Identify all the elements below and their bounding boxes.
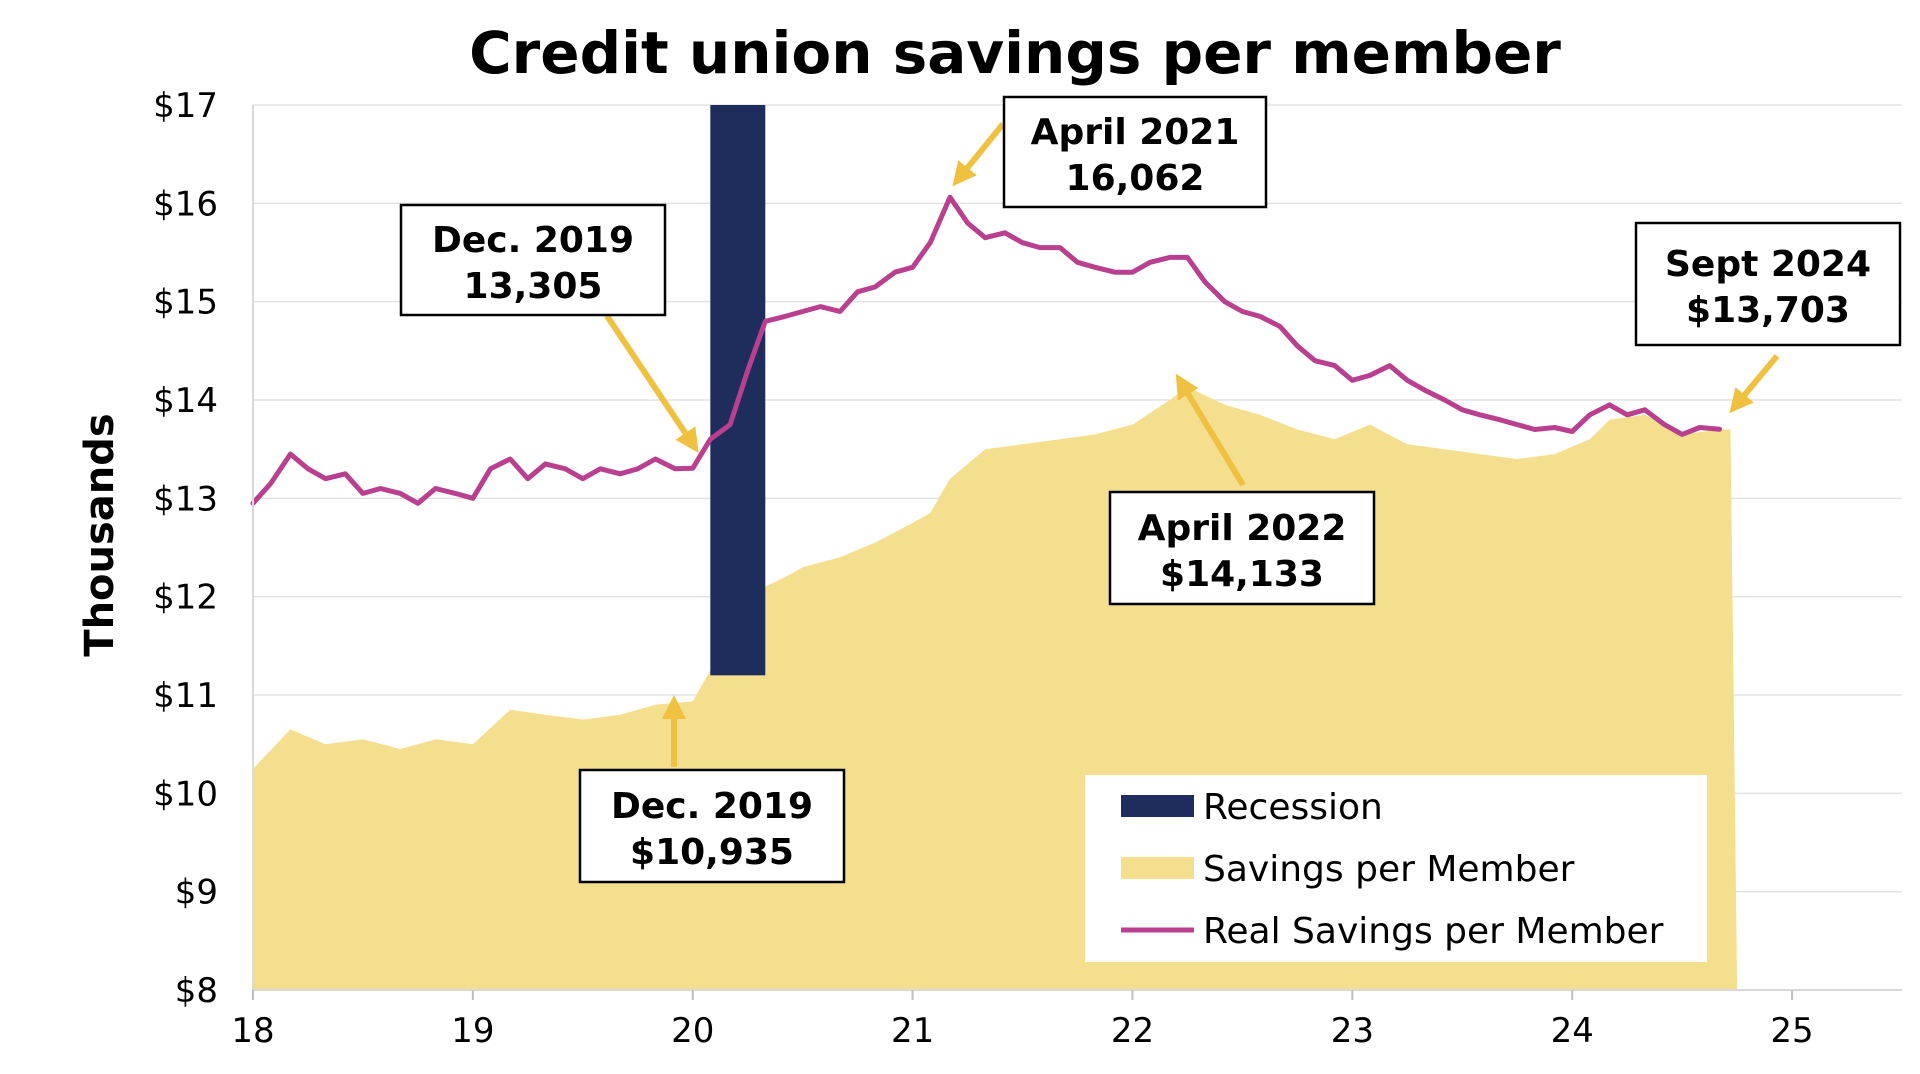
y-axis-label: Thousands (77, 413, 123, 656)
recession-bar (710, 105, 766, 676)
annotation-box (1002, 95, 1268, 209)
annotation-arrow (952, 122, 1006, 187)
x-tick-label: 19 (451, 1011, 494, 1051)
annotation-arrow (1175, 373, 1246, 487)
annotation-box (1108, 490, 1376, 606)
x-tick-label: 23 (1331, 1011, 1374, 1051)
y-tick-label: $12 (153, 578, 218, 618)
y-tick-label: $13 (153, 479, 218, 519)
y-tick-label: $11 (153, 676, 218, 716)
x-tick-label: 20 (671, 1011, 714, 1051)
annotation-line2: $14,133 (1160, 554, 1324, 595)
x-tick-label: 24 (1551, 1011, 1594, 1051)
annotation-line2: 13,305 (464, 266, 603, 307)
legend-swatch-recession (1121, 795, 1194, 817)
annotation-line1: Dec. 2019 (611, 786, 813, 827)
y-tick-label: $15 (153, 283, 218, 323)
y-tick-label: $10 (153, 774, 218, 814)
legend-label: Savings per Member (1203, 849, 1575, 890)
y-tick-label: $8 (175, 971, 218, 1011)
y-tick-label: $14 (153, 381, 218, 421)
annotation-line2: 16,062 (1066, 158, 1205, 199)
real-savings-line (250, 194, 1722, 506)
y-tick-label: $9 (175, 873, 218, 913)
x-tick-label: 25 (1770, 1011, 1813, 1051)
legend-swatch-savings (1121, 857, 1194, 879)
y-tick-label: $17 (153, 86, 218, 126)
annotation-arrow (604, 314, 699, 453)
annotation-line2: $13,703 (1686, 290, 1850, 331)
legend-label: Recession (1203, 787, 1383, 828)
annotations: April 2021 16,062 Dec. 2019 13,305 Sept 2024… (399, 95, 1902, 884)
annotation-line1: April 2022 (1138, 508, 1347, 549)
annotation-line1: April 2021 (1031, 112, 1240, 153)
x-axis: 18 19 20 21 22 23 24 25 (231, 989, 1902, 1051)
legend-label: Real Savings per Member (1203, 911, 1664, 952)
annotation-line2: $10,935 (630, 832, 794, 873)
chart-title: Credit union savings per member (469, 19, 1561, 87)
x-tick-label: 22 (1111, 1011, 1154, 1051)
annotation-box (1634, 221, 1902, 347)
legend: Recession Savings per Member Real Savings … (1085, 775, 1707, 962)
annotation-box (578, 768, 846, 884)
y-tick-label: $16 (153, 184, 218, 224)
annotation-arrow (1729, 354, 1780, 414)
x-tick-label: 21 (891, 1011, 934, 1051)
annotation-box (399, 203, 667, 317)
x-tick-label: 18 (231, 1011, 274, 1051)
annotation-line1: Dec. 2019 (432, 220, 634, 261)
y-axis: $8 $9 $10 $11 $12 $13 $14 $15 $16 $17 (153, 86, 254, 1011)
annotation-line1: Sept 2024 (1665, 244, 1871, 285)
